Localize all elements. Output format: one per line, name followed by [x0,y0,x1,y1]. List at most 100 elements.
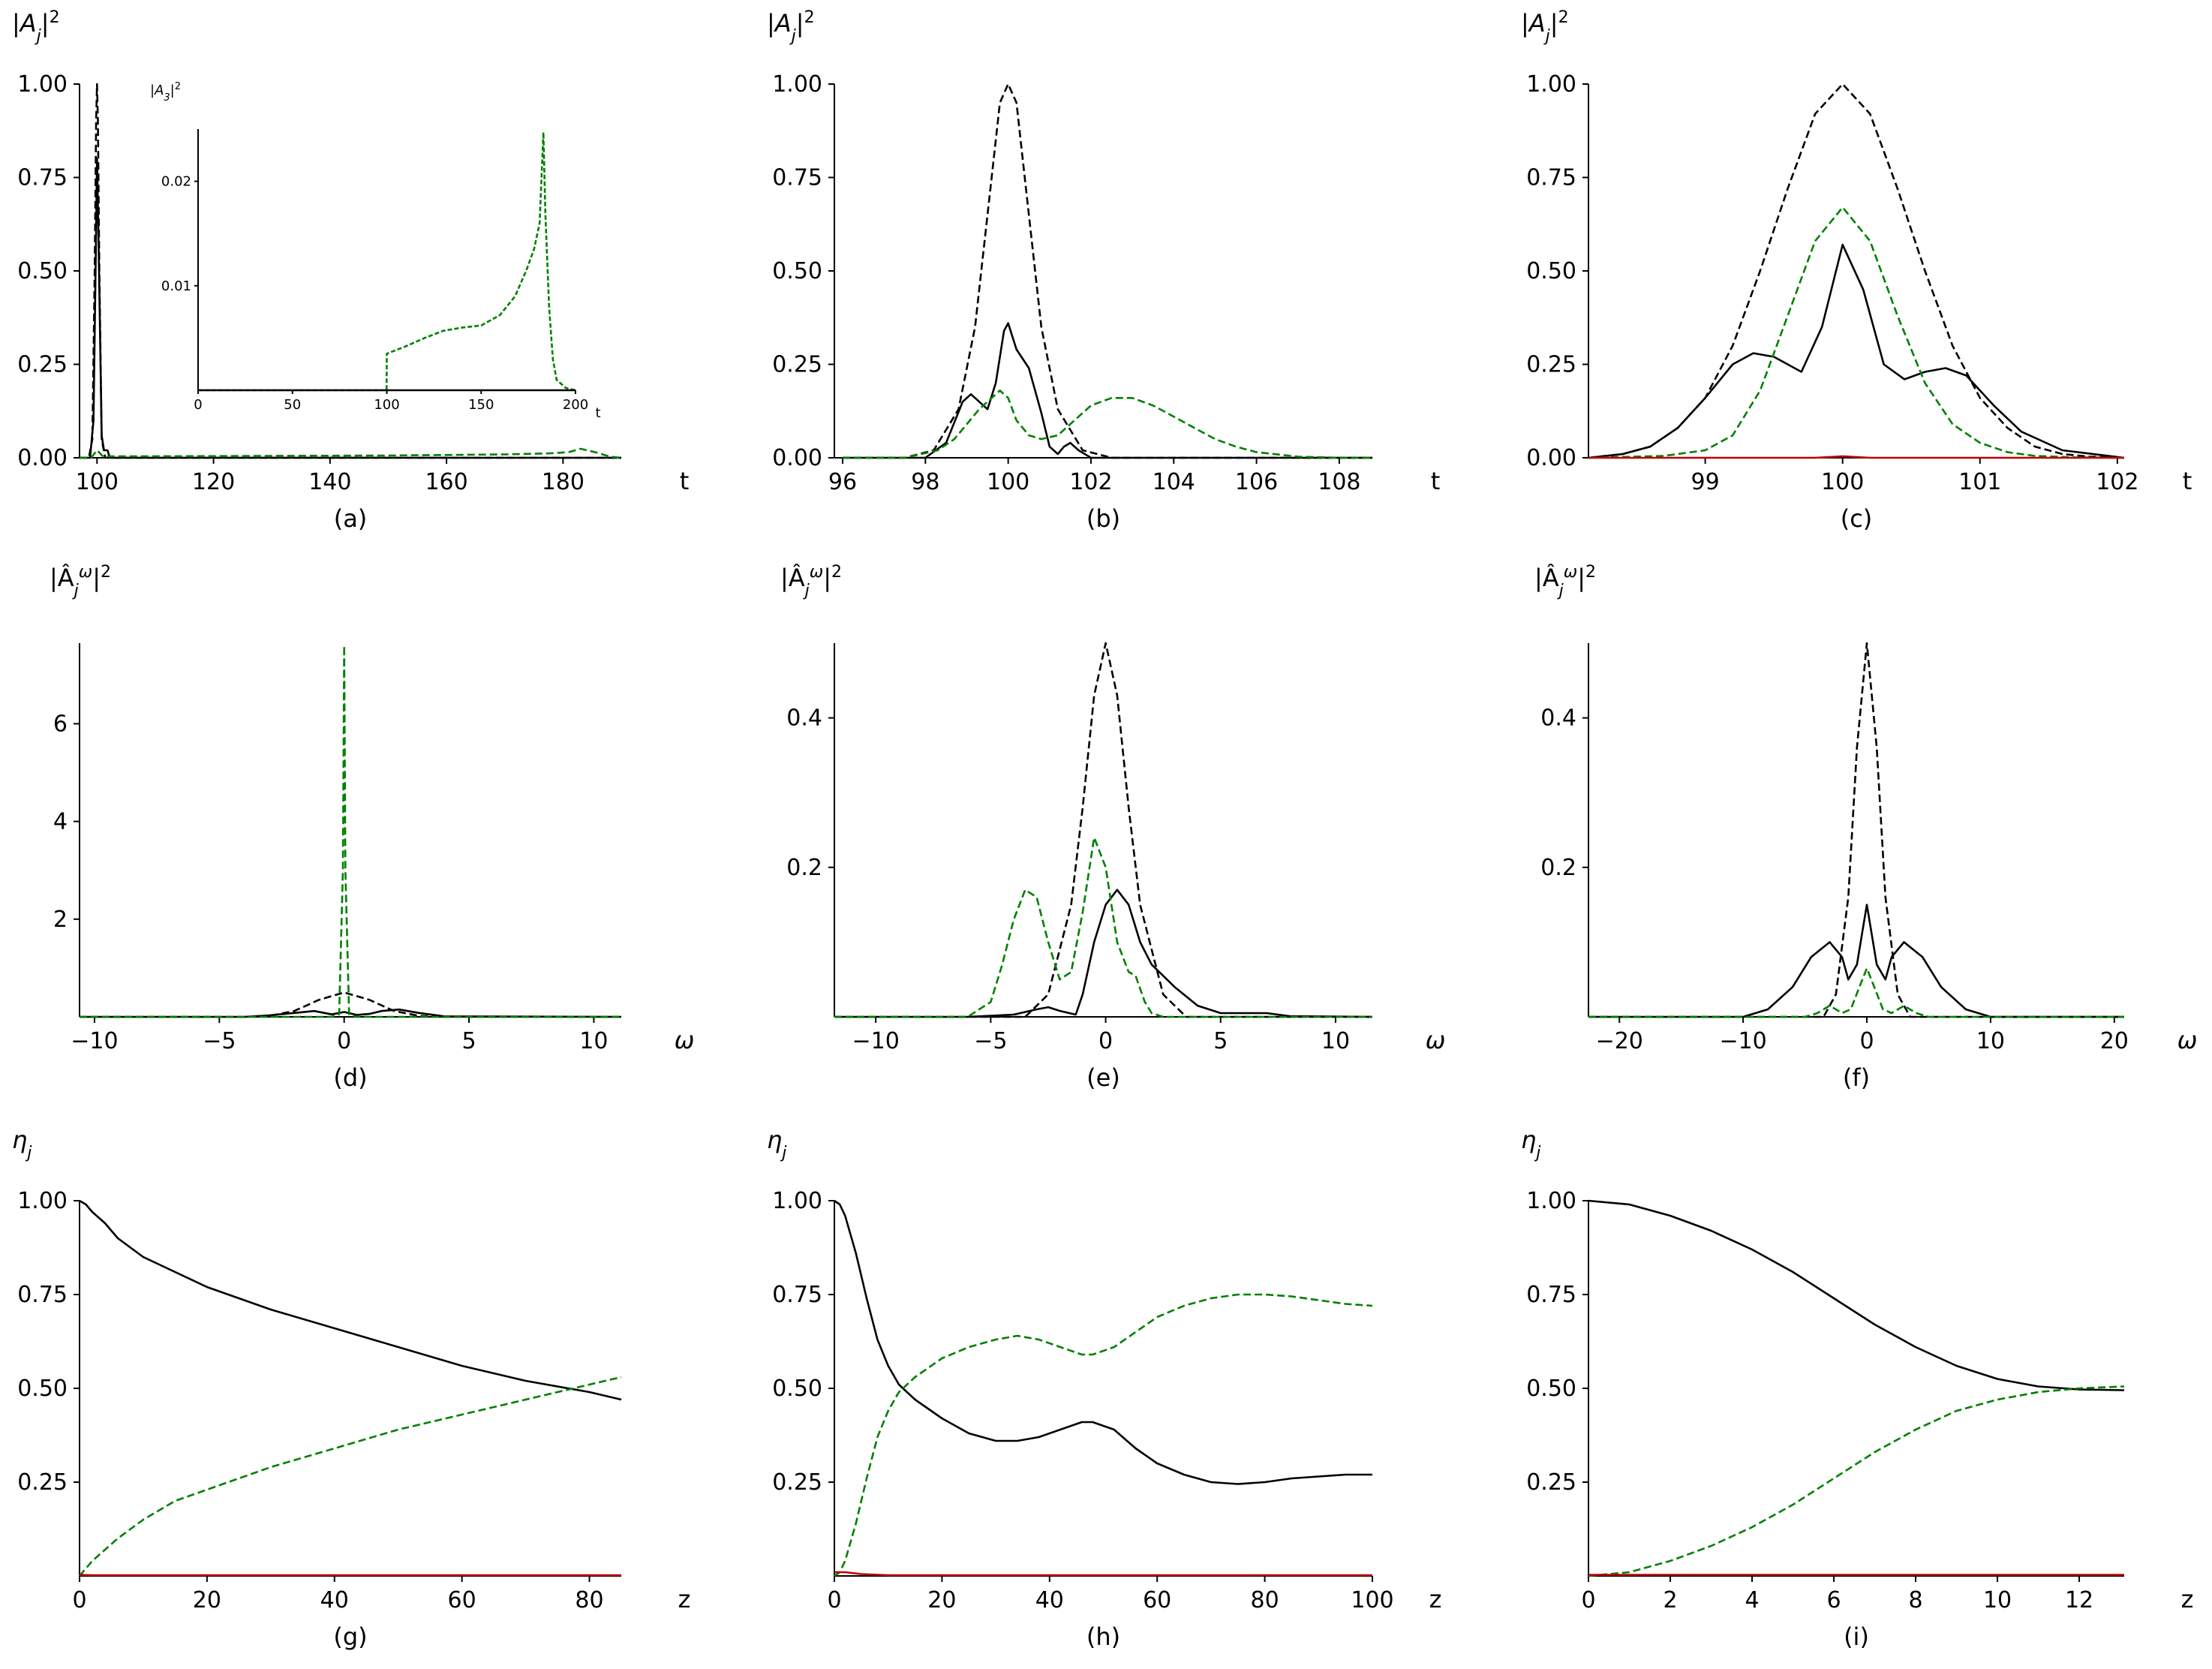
series-black-solid [843,322,1372,459]
x-tick-label: 20 [927,1587,956,1613]
series-black-dashed [834,642,1372,1018]
x-tick-label: 150 [468,397,494,413]
x-tick-label: 106 [1235,469,1278,495]
x-axis-label: z [2181,1585,2194,1613]
y-axis-label: |A3|2 [150,81,181,104]
y-tick-label: 0.25 [1526,352,1576,378]
x-tick-label: −20 [1596,1028,1643,1054]
series-green-dashed [1588,206,2125,459]
panel-b: 96 98 100 102 104 106 108 0.00 0.25 0.50 0.75 1.00 t… [767,8,1440,534]
x-tick-label: 10 [1983,1587,2012,1613]
subfigure-label: (a) [334,504,368,533]
y-tick-label: 4 [53,809,68,835]
y-tick-label: 6 [53,711,68,737]
x-tick-label: 80 [575,1587,603,1613]
y-tick-label: 0.2 [1540,855,1576,881]
y-tick-label: 0.50 [772,1376,822,1402]
y-axis-label: ηj [12,1126,32,1162]
subfigure-label: (i) [1844,1622,1869,1651]
y-tick-label: 0.50 [1526,1376,1576,1402]
x-tick-label: 96 [828,469,857,495]
y-tick-label: 0.50 [17,258,68,284]
subfigure-label: (h) [1086,1622,1120,1651]
x-tick-label: 180 [542,469,585,495]
series-black-solid [1588,1199,2125,1391]
x-tick-label: 2 [1663,1587,1677,1613]
x-axis-label: ω [2177,1026,2198,1054]
panel-c: 99 100 101 102 0.00 0.25 0.50 0.75 1.00 t |Aj|2 (c) [1521,8,2192,534]
x-tick-label: 0 [72,1587,86,1613]
series-green-dashed [843,389,1372,459]
x-tick-label: 10 [1321,1028,1350,1054]
x-tick-label: −10 [71,1028,118,1054]
x-tick-label: 101 [1958,469,2001,495]
x-tick-label: −5 [203,1028,236,1054]
x-tick-label: 0 [337,1028,351,1054]
series-green-dashed [79,1376,622,1577]
y-tick-label: 0.50 [17,1376,68,1402]
panel-f: −20 −10 0 10 20 0.2 0.4 ω |Âjω|2 (f) [1534,563,2197,1093]
panel-d: −10 −5 0 5 10 2 4 6 ω |Âjω|2 (d) [50,563,694,1093]
y-axis-label: |Aj|2 [1521,8,1569,46]
panel-a-inset: 0 50 100 150 200 0.01 0.02 t |A3|2 [150,81,601,422]
series-green-dashed [1588,1385,2125,1577]
y-tick-label: 0.75 [772,165,822,191]
y-axis-label: ηj [767,1126,787,1162]
x-tick-label: 108 [1318,469,1360,495]
y-tick-label: 0.75 [772,1282,822,1308]
x-tick-label: −10 [852,1028,899,1054]
series-green-dashed [198,131,576,392]
series-black-solid [80,1008,622,1018]
y-tick-label: 0.50 [772,258,822,284]
y-axis-label: |Aj|2 [767,8,815,46]
x-tick-label: 4 [1745,1587,1759,1613]
x-tick-label: 0 [1581,1587,1595,1613]
x-tick-label: 140 [308,469,351,495]
y-tick-label: 0.25 [1526,1469,1576,1496]
y-tick-label: 0.50 [1526,258,1576,284]
x-tick-label: 99 [1691,469,1720,495]
x-tick-label: 40 [320,1587,349,1613]
x-tick-label: 200 [563,397,588,413]
series-green-dashed [834,1293,1373,1577]
x-tick-label: 100 [374,397,399,413]
subfigure-label: (e) [1086,1063,1120,1092]
y-tick-label: 0.00 [772,445,822,471]
x-axis-label: t [680,467,690,495]
series-black-solid [834,1199,1372,1485]
series-black-solid [1588,243,2125,459]
x-tick-label: 60 [1143,1587,1171,1613]
subfigure-label: (f) [1843,1063,1870,1092]
series-green-dashed [1588,967,2124,1018]
y-tick-label: 0.75 [1526,165,1576,191]
subfigure-label: (b) [1086,504,1120,533]
x-axis-label: z [678,1585,691,1613]
series-green-dashed [80,447,622,459]
x-tick-label: 6 [1826,1587,1841,1613]
y-tick-label: 1.00 [1526,71,1576,98]
series-black-dashed [80,83,621,459]
y-tick-label: 0.2 [786,855,822,881]
x-tick-label: 20 [2100,1028,2129,1054]
series-green-dashed [834,836,1372,1018]
x-tick-label: 102 [2096,469,2138,495]
x-tick-label: 98 [911,469,939,495]
panel-a: 100 120 140 160 180 0.00 0.25 0.50 0.75 1.00 t |Aj|… [12,8,689,534]
x-axis-label: ω [675,1026,695,1054]
x-tick-label: 10 [579,1028,608,1054]
series-red-solid [79,1574,621,1577]
y-tick-label: 0.4 [786,705,822,732]
x-tick-label: 104 [1153,469,1195,495]
series-red-solid [834,1571,1372,1577]
y-axis-label: |Âjω|2 [1534,563,1596,600]
x-tick-label: 50 [284,397,301,413]
y-tick-label: 1.00 [17,71,68,98]
series-black-solid [79,1199,622,1401]
series-black-solid [80,158,621,459]
series-black-solid [834,889,1373,1018]
x-tick-label: 160 [425,469,467,495]
y-tick-label: 0.25 [772,352,822,378]
y-tick-label: 0.75 [17,1282,68,1308]
x-tick-label: 80 [1251,1587,1279,1613]
